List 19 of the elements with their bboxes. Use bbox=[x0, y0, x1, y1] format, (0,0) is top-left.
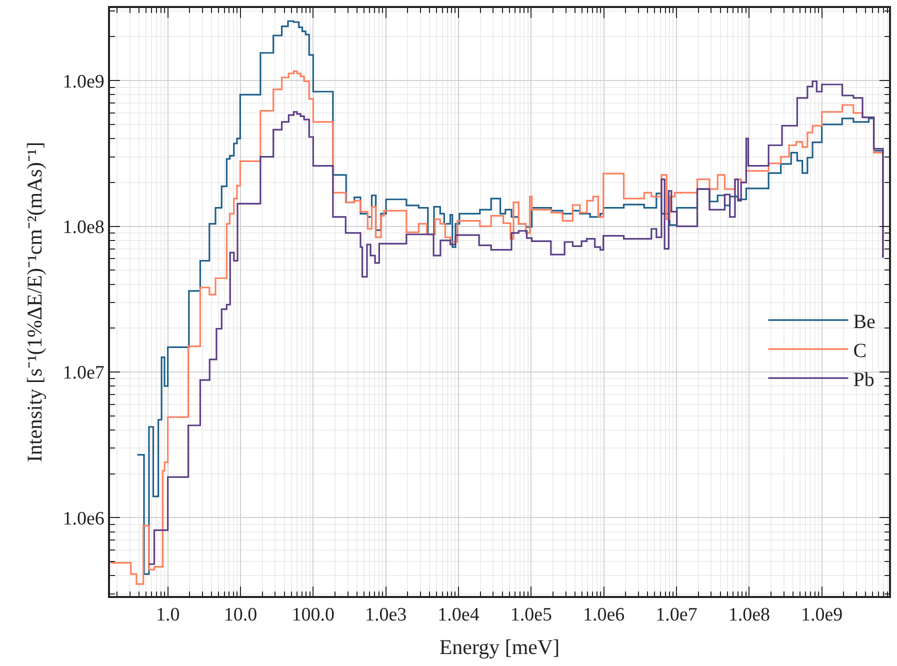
x-tick-label: 1.0 bbox=[156, 604, 180, 626]
y-tick-label: 1.0e7 bbox=[62, 362, 104, 384]
x-tick-label: 1.0e3 bbox=[364, 604, 407, 626]
legend-label: C bbox=[853, 340, 867, 362]
legend-label: Be bbox=[853, 310, 876, 333]
x-tick-label: 1.0e4 bbox=[438, 604, 480, 626]
y-axis-title: Intensity [s⁻¹(1%ΔE/E)⁻¹cm⁻²(mAs)⁻¹] bbox=[22, 142, 46, 462]
x-axis-title: Energy [meV] bbox=[439, 635, 560, 660]
x-tick-label: 1.0e7 bbox=[656, 604, 698, 626]
x-tick-label: 1.0e9 bbox=[800, 604, 843, 626]
x-tick-label: 1.0e6 bbox=[582, 604, 625, 626]
x-tick-label: 1.0e8 bbox=[728, 604, 770, 626]
x-tick-label: 10.0 bbox=[224, 604, 258, 626]
y-tick-label: 1.0e9 bbox=[62, 71, 104, 92]
legend-label: Pb bbox=[853, 368, 874, 391]
y-tick-label: 1.0e6 bbox=[62, 508, 104, 530]
x-tick-label: 100.0 bbox=[292, 604, 335, 626]
y-tick-label: 1.0e8 bbox=[62, 216, 104, 238]
x-tick-label: 1.0e5 bbox=[510, 604, 552, 626]
